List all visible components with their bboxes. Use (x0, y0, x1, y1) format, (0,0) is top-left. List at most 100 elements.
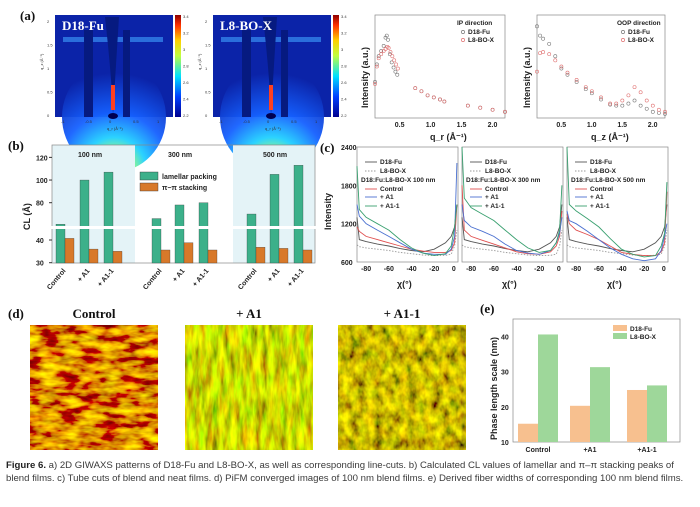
giwaxs-image-1: L8-BO-X 3.4 3.2 3 2.8 2.6 2.4 2.2 2 1.5 1 0.5 0 -1 -0.… (197, 14, 347, 172)
colorbar-tick: 3.2 (341, 31, 347, 36)
data-point-L8-BO-X (396, 66, 400, 71)
legend-label: + A1-1 (590, 203, 610, 210)
legend-label: + A1 (590, 194, 604, 201)
qz-tick: 1 (47, 66, 50, 71)
x-tick-label: Control (237, 268, 258, 292)
curve-L8-BO-X (461, 230, 563, 257)
bar-D18-Fu (570, 405, 590, 442)
data-point-L8-BO-X (599, 95, 603, 100)
pifm-texture (30, 325, 158, 450)
legend-label: Control (380, 186, 403, 193)
curve-+ A1 (356, 162, 458, 255)
bar-pipi (207, 249, 218, 264)
qr-tick: -1 (61, 119, 65, 124)
data-point-L8-BO-X (626, 93, 631, 98)
qr-tick: 0.5 (291, 119, 297, 124)
x-tick-label: -40 (511, 266, 521, 273)
beamstop-shadow (263, 17, 277, 115)
curve-+ A1-1 (566, 146, 668, 258)
bar-L8-BO-X (590, 367, 610, 442)
legend-label: D18-Fu (590, 159, 612, 166)
bar-pipi (64, 238, 75, 264)
x-tick-label: + A1 (267, 268, 282, 284)
data-point-L8-BO-X (379, 52, 384, 57)
x-tick-label: Control (46, 268, 67, 292)
linecut-plot-a-oop: 0.5 1.0 1.5 2.0 Intensity (a.u.) q_z (Å⁻¹) D18… (522, 14, 667, 142)
data-point-L8-BO-X (553, 58, 558, 63)
data-point-D18-Fu (657, 110, 661, 115)
panel-label-a: (a) (20, 8, 35, 23)
y-tick-label: 30 (36, 261, 44, 268)
data-point-L8-BO-X (465, 103, 470, 108)
data-point-D18-Fu (632, 98, 637, 103)
x-tick-label: 1.5 (617, 122, 627, 129)
x-axis-label: q_r (Å⁻¹) (430, 132, 467, 142)
x-tick-label: -40 (616, 266, 626, 273)
figure-caption: Figure 6. a) 2D GIWAXS patterns of D18-F… (6, 460, 694, 486)
data-point-L8-BO-X (425, 93, 430, 98)
x-tick-label: 0.5 (556, 122, 566, 129)
data-point-D18-Fu (541, 36, 545, 41)
giwaxs-image-0: D18-Fu 3.4 3.2 3 2.8 2.6 2.4 2.2 2 1.5 1 0.5 0 -1 -0.5… (39, 14, 189, 172)
legend-label: L8-BO-X (590, 168, 617, 175)
tube-cut-subplot-1: D18-Fu L8-BO-X Control+ A1 + A1-1 D18:Fu:L8-… (461, 146, 564, 289)
data-point-L8-BO-X (632, 85, 637, 90)
pifm-image-2: + A1-1 (338, 306, 466, 450)
legend-swatch (613, 333, 627, 339)
panel-label-d: (d) (8, 306, 24, 321)
data-point-D18-Fu (538, 33, 542, 38)
data-point-L8-BO-X (413, 86, 418, 91)
data-point-D18-Fu (614, 103, 619, 108)
data-point-L8-BO-X (541, 50, 545, 54)
qz-tick: 1 (205, 66, 208, 71)
data-point-L8-BO-X (503, 109, 507, 114)
panel-b: (b) 30 40 80 100 120 CL (Å) 100 nm Control + A1 + … (8, 138, 319, 291)
bar-D18-Fu (627, 389, 647, 442)
legend-label: lamellar packing (162, 174, 217, 181)
data-point-L8-BO-X (374, 64, 379, 69)
colorbar-tick: 2.8 (341, 64, 347, 69)
legend-swatch (613, 325, 627, 331)
qz-tick: 1.5 (205, 43, 211, 48)
bar-lamellar (293, 165, 304, 264)
bar-lamellar (79, 179, 90, 264)
data-point-D18-Fu (376, 54, 381, 59)
y-tick-label: 2400 (341, 145, 357, 152)
data-point-L8-BO-X (608, 101, 613, 106)
qr-tick: 0 (109, 119, 112, 124)
y-tick-label: 20 (501, 405, 509, 412)
curve-L8-BO-X (566, 230, 668, 257)
curve-L8-BO-X (356, 230, 458, 257)
qr-tick: 1 (157, 119, 160, 124)
y-axis-label: Phase length scale (nm) (489, 337, 499, 440)
x-tick-label: -20 (639, 266, 649, 273)
data-point-D18-Fu (383, 35, 388, 40)
plot-frame (356, 146, 459, 263)
data-point-L8-BO-X (388, 50, 393, 54)
legend-swatch-pipi (139, 182, 159, 192)
data-point-D18-Fu (547, 41, 552, 46)
data-point-L8-BO-X (589, 89, 594, 94)
panel-label-c: (c) (320, 140, 334, 155)
colorbar-tick: 3.4 (341, 14, 347, 19)
data-point-D18-Fu (638, 103, 643, 108)
beamstop (266, 113, 276, 119)
legend-label: L8-BO-X (485, 168, 512, 175)
caption-label: Figure 6. (6, 460, 46, 471)
data-point-D18-Fu (387, 52, 392, 57)
figure-canvas: (a) D18-Fu 3.4 3.2 3 2.8 2.6 2.4 2.2 2 1.5 1 0.5 0 -1 -… (8, 8, 681, 454)
plot-frame (566, 146, 669, 263)
data-point-L8-BO-X (490, 107, 495, 112)
x-tick-label: + A1-1 (97, 268, 116, 289)
x-tick-label: 0 (557, 266, 561, 273)
data-point-L8-BO-X (442, 99, 447, 104)
data-point-L8-BO-X (650, 103, 655, 108)
qz-tick: 0 (205, 113, 208, 118)
data-point-D18-Fu (553, 54, 558, 59)
qr-tick: 0 (267, 119, 270, 124)
giwaxs-title: L8-BO-X (220, 18, 273, 33)
data-point-L8-BO-X (583, 85, 588, 90)
legend-label: D18-Fu (628, 29, 650, 36)
plot-title: IP direction (457, 20, 492, 27)
data-point-L8-BO-X (620, 98, 625, 103)
